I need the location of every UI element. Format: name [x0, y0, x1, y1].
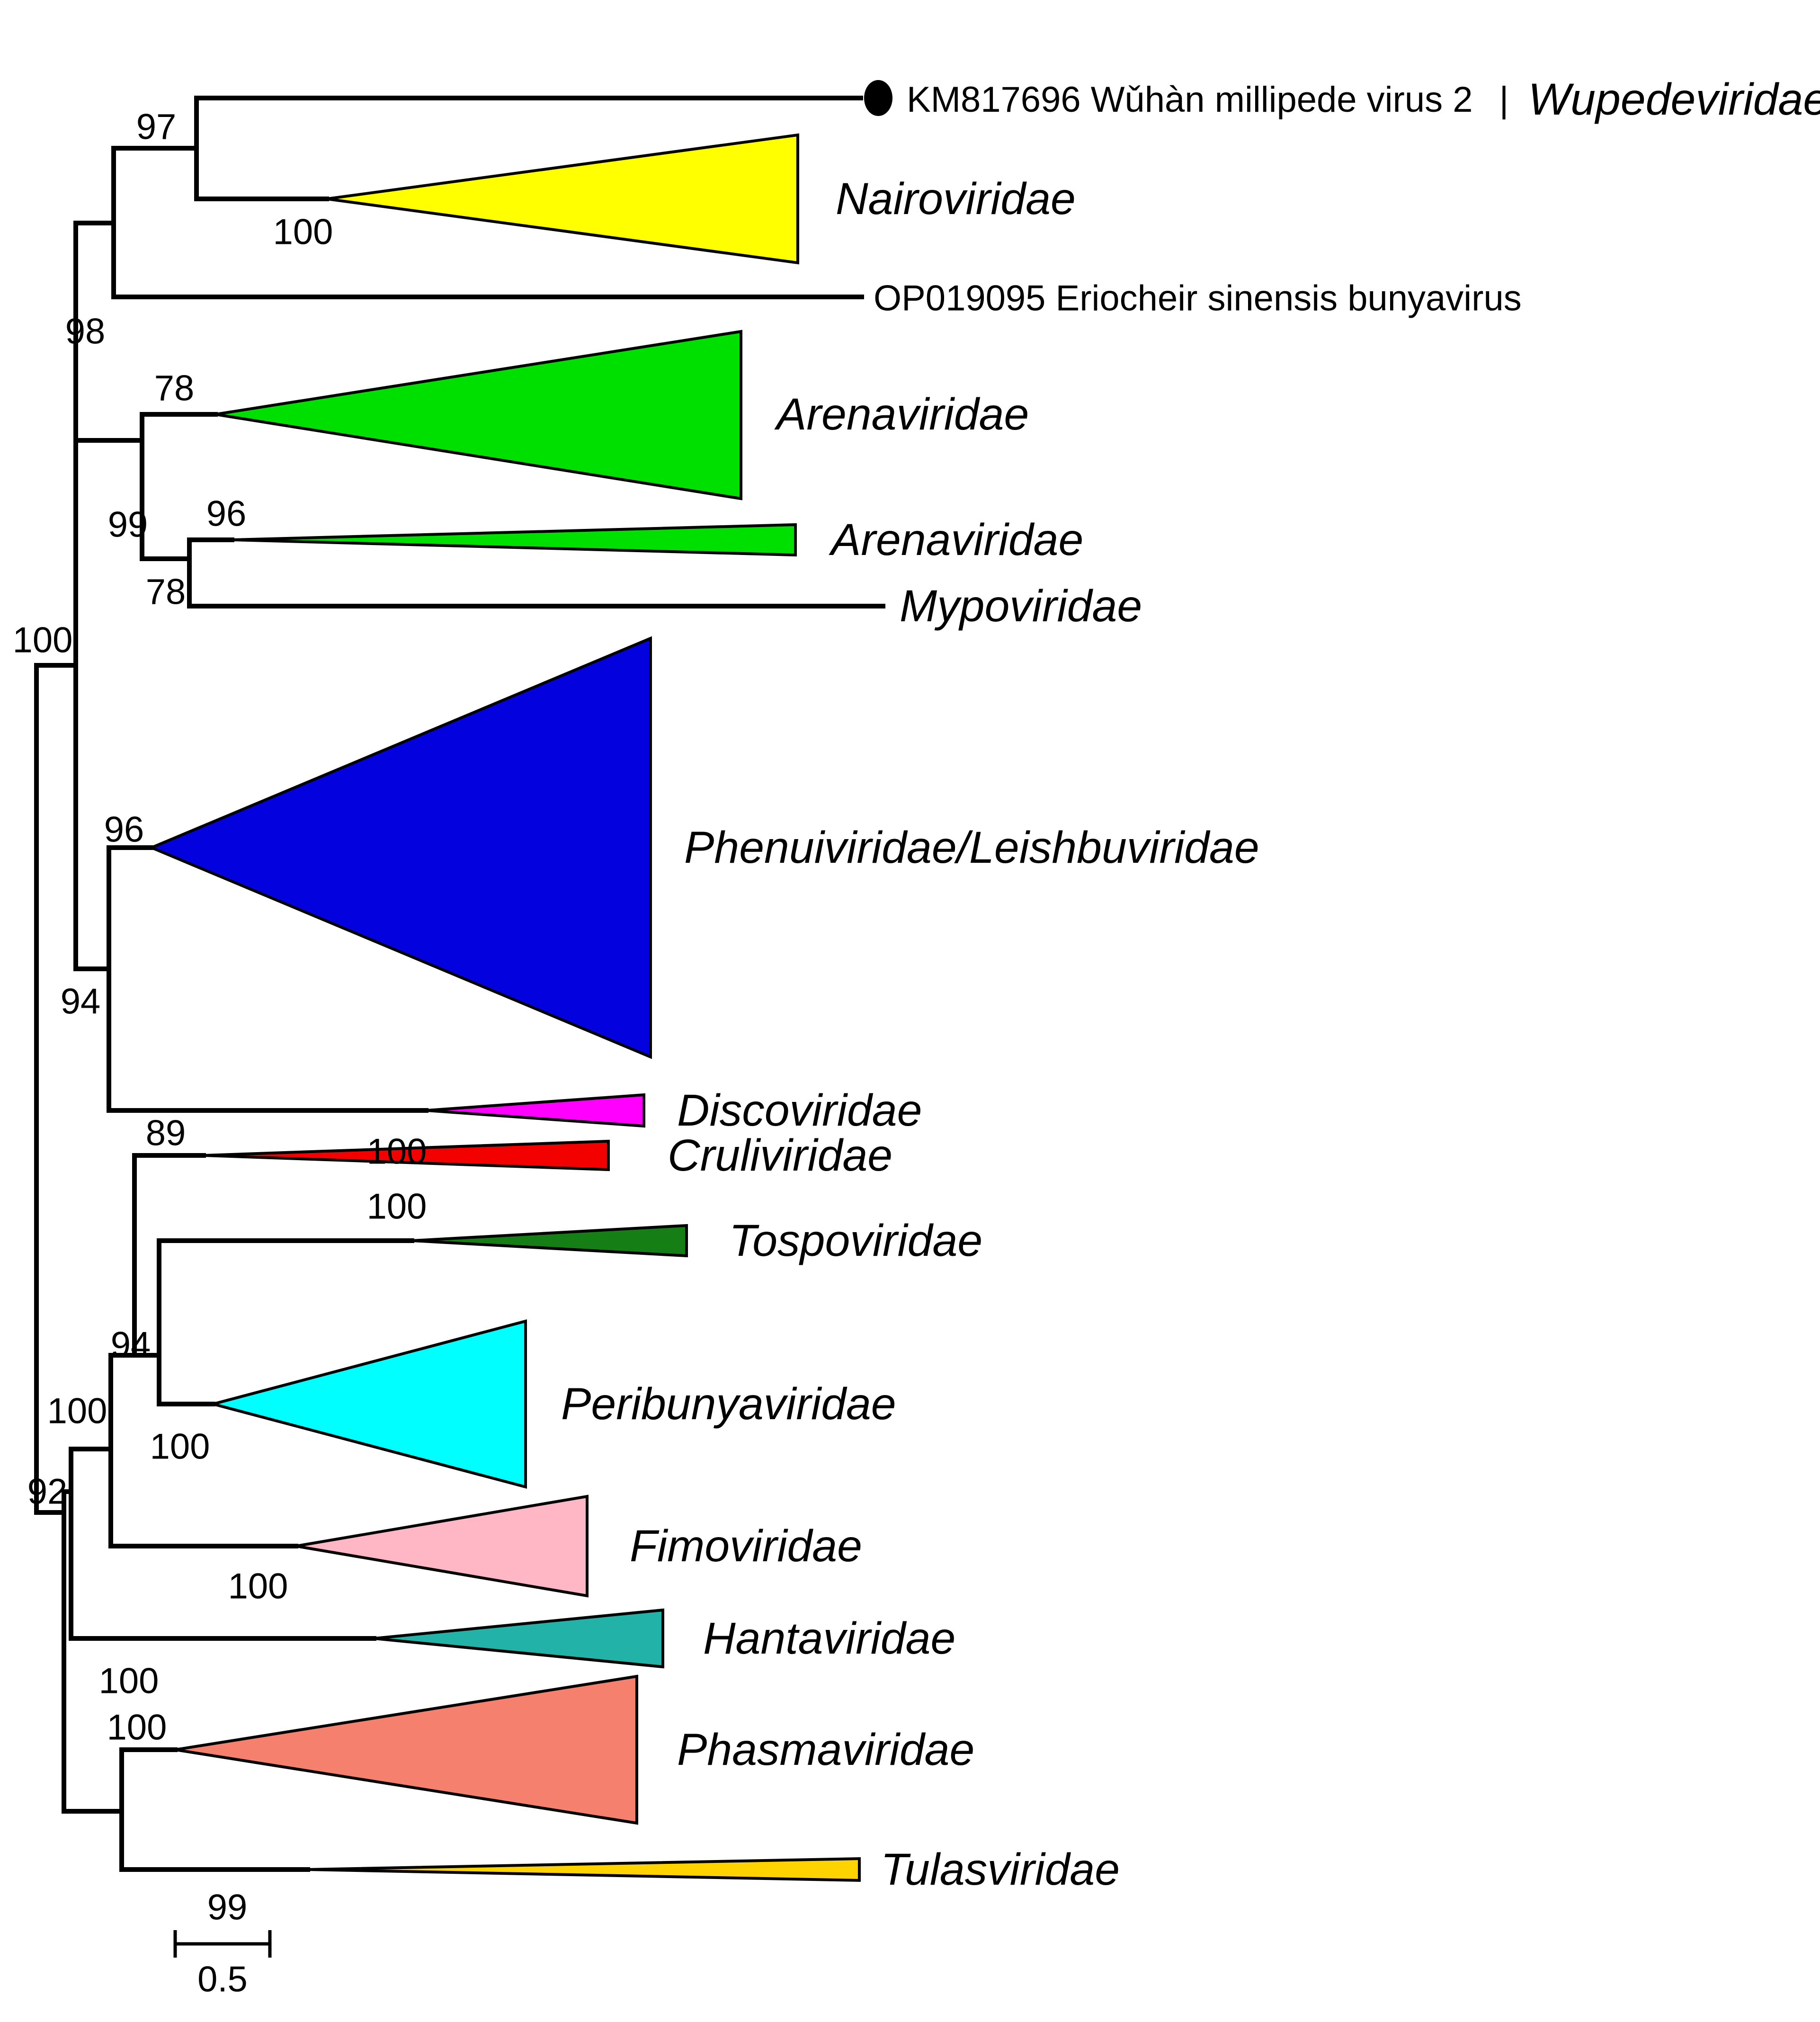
- clade-triangle-hantaviridae: [374, 1608, 664, 1669]
- tip-label-separator: |: [1499, 80, 1509, 120]
- clade-triangle-discoviridae: [426, 1093, 645, 1128]
- label-arenaviridae-minor: Arenaviridae: [829, 515, 1083, 565]
- scale-bar: 0.5: [173, 1930, 272, 2000]
- clade-triangle-cruliviridae: [203, 1139, 610, 1172]
- support-hanta-node: 100: [99, 1661, 159, 1701]
- support-wupede-nairo: 97: [136, 107, 177, 147]
- support-arena-mypo: 78: [146, 572, 186, 612]
- support-arena-minor-crown: 96: [206, 494, 247, 534]
- support-mid-lower: 100: [47, 1391, 107, 1432]
- support-tulas-crown: 99: [207, 1888, 248, 1928]
- label-peribunyaviridae: Peribunyaviridae: [561, 1379, 896, 1429]
- label-fimoviridae: Fimoviridae: [630, 1521, 862, 1571]
- support-peribunya-crown: 100: [150, 1427, 210, 1467]
- label-tulasviridae: Tulasviridae: [881, 1844, 1120, 1895]
- clade-labels: Nairoviridae Arenaviridae Arenaviridae M…: [561, 174, 1259, 1895]
- tip-marker-circle-icon: [864, 80, 892, 116]
- clade-triangle-peribunyaviridae: [207, 1319, 527, 1489]
- clade-triangle-phenuiviridae: [148, 636, 652, 1059]
- support-cruli-crown: 89: [146, 1113, 186, 1154]
- support-phenui-crown: 96: [104, 810, 144, 850]
- label-discoviridae: Discoviridae: [677, 1085, 922, 1136]
- support-upper-outgroup: 98: [65, 312, 106, 352]
- clade-triangle-nairoviridae: [326, 133, 799, 265]
- clade-triangle-phasmaviridae: [175, 1674, 638, 1825]
- label-cruliviridae: Cruliviridae: [668, 1130, 892, 1181]
- clade-triangles: [148, 133, 861, 1882]
- support-phasma-crown: 100: [107, 1708, 167, 1748]
- clade-triangle-arenaviridae-minor: [232, 523, 797, 557]
- tree-branches: [34, 96, 885, 1872]
- support-arena-major-crown: 78: [154, 368, 195, 409]
- tip-label-wupedeviridae-family: Wupedeviridae: [1528, 74, 1820, 125]
- support-tospo-crown: 100: [367, 1187, 427, 1227]
- label-arenaviridae-major: Arenaviridae: [774, 389, 1029, 439]
- label-hantaviridae: Hantaviridae: [703, 1613, 955, 1664]
- support-lower-main: 92: [27, 1472, 68, 1512]
- tip-label-eriocheir: OP019095 Eriocheir sinensis bunyavirus: [874, 278, 1522, 319]
- support-disco-crown: 100: [367, 1132, 427, 1172]
- support-upper-main: 100: [13, 620, 73, 661]
- support-nairo-crown: 100: [273, 212, 333, 252]
- tip-label-wmv2-text: KM817696 Wǔhàn millipede virus 2: [907, 80, 1473, 120]
- support-values: 97 100 98 78 99 96 78 100 96 94 100 89 1…: [13, 107, 427, 1928]
- label-phenuiviridae: Phenuiviridae/Leishbuviridae: [684, 823, 1259, 873]
- label-phasmaviridae: Phasmaviridae: [677, 1725, 974, 1775]
- scale-bar-label: 0.5: [197, 1959, 248, 2000]
- tip-label-wupedeviridae: KM817696 Wǔhàn millipede virus 2 | Wuped…: [907, 74, 1820, 125]
- label-nairoviridae: Nairoviridae: [836, 174, 1076, 224]
- clade-triangle-fimoviridae: [295, 1494, 589, 1598]
- support-phenui-disco: 94: [61, 982, 101, 1022]
- support-fimo-crown: 100: [228, 1566, 288, 1607]
- clade-triangle-arenaviridae-major: [215, 330, 742, 501]
- label-mypoviridae: Mypoviridae: [900, 581, 1142, 631]
- label-tospoviridae: Tospoviridae: [729, 1216, 982, 1266]
- support-arena-clade: 99: [108, 505, 148, 545]
- clade-triangle-tulasviridae: [307, 1857, 861, 1882]
- support-tospo-peribunya: 94: [111, 1325, 151, 1365]
- clade-triangle-tospoviridae: [411, 1224, 688, 1258]
